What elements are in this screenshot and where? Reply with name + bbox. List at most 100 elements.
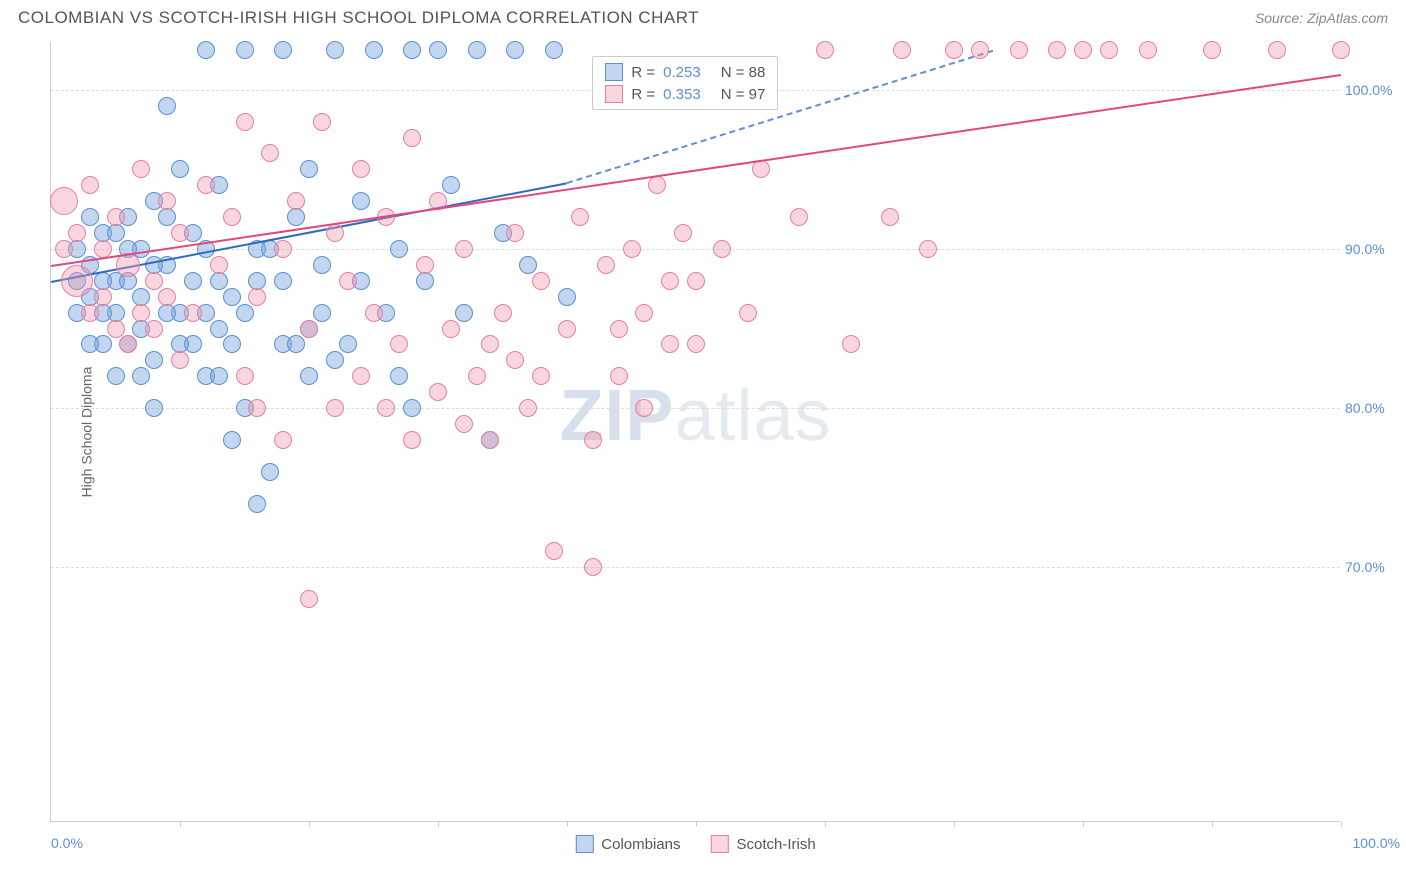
data-point [158, 97, 176, 115]
data-point [455, 240, 473, 258]
bottom-legend: Colombians Scotch-Irish [575, 835, 815, 853]
x-tick [309, 821, 310, 827]
legend-r-label: R = [631, 64, 655, 81]
data-point [403, 399, 421, 417]
data-point [81, 335, 99, 353]
legend-r-value: 0.253 [663, 64, 701, 81]
data-point [545, 542, 563, 560]
data-point [145, 272, 163, 290]
data-point [50, 187, 78, 215]
data-point [571, 208, 589, 226]
data-point [210, 272, 228, 290]
data-point [739, 304, 757, 322]
data-point [635, 304, 653, 322]
data-point [881, 208, 899, 226]
data-point [94, 288, 112, 306]
data-point [236, 41, 254, 59]
legend-n-label: N = 88 [721, 64, 766, 81]
data-point [158, 288, 176, 306]
data-point [197, 41, 215, 59]
data-point [1010, 41, 1028, 59]
grid-line [51, 567, 1340, 568]
data-point [158, 192, 176, 210]
x-tick [1212, 821, 1213, 827]
data-point [481, 431, 499, 449]
legend-swatch [605, 85, 623, 103]
data-point [545, 41, 563, 59]
data-point [623, 240, 641, 258]
correlation-legend: R = 0.253 N = 88 R = 0.353N = 97 [592, 56, 778, 110]
data-point [287, 208, 305, 226]
data-point [416, 256, 434, 274]
data-point [132, 160, 150, 178]
data-point [274, 272, 292, 290]
data-point [403, 431, 421, 449]
data-point [326, 351, 344, 369]
data-point [1268, 41, 1286, 59]
data-point [248, 288, 266, 306]
data-point [519, 399, 537, 417]
y-axis-label: High School Diploma [78, 366, 94, 497]
x-tick [825, 821, 826, 827]
legend-row: R = 0.353N = 97 [593, 83, 777, 105]
data-point [365, 41, 383, 59]
x-axis-min-label: 0.0% [51, 835, 83, 851]
data-point [687, 335, 705, 353]
legend-r-label: R = [631, 86, 655, 103]
chart-title: COLOMBIAN VS SCOTCH-IRISH HIGH SCHOOL DI… [18, 8, 699, 28]
data-point [158, 304, 176, 322]
data-point [107, 224, 125, 242]
data-point [248, 399, 266, 417]
data-point [532, 272, 550, 290]
grid-line [51, 249, 1340, 250]
data-point [610, 320, 628, 338]
data-point [442, 320, 460, 338]
y-tick-label: 100.0% [1345, 82, 1400, 98]
data-point [455, 415, 473, 433]
data-point [313, 256, 331, 274]
data-point [1203, 41, 1221, 59]
data-point [403, 129, 421, 147]
data-point [300, 590, 318, 608]
data-point [61, 265, 93, 297]
bottom-legend-item: Scotch-Irish [711, 835, 816, 853]
watermark-bold: ZIP [559, 376, 674, 456]
data-point [455, 304, 473, 322]
data-point [584, 558, 602, 576]
data-point [687, 272, 705, 290]
data-point [365, 304, 383, 322]
data-point [313, 304, 331, 322]
data-point [236, 113, 254, 131]
x-tick [180, 821, 181, 827]
data-point [300, 367, 318, 385]
data-point [674, 224, 692, 242]
scatter-chart: High School Diploma ZIPatlas 0.0% 100.0%… [50, 42, 1340, 822]
y-tick-label: 80.0% [1345, 400, 1400, 416]
data-point [661, 272, 679, 290]
data-point [661, 335, 679, 353]
legend-swatch [605, 63, 623, 81]
data-point [403, 41, 421, 59]
data-point [648, 176, 666, 194]
data-point [236, 304, 254, 322]
data-point [145, 320, 163, 338]
data-point [481, 335, 499, 353]
data-point [326, 41, 344, 59]
data-point [429, 383, 447, 401]
data-point [468, 367, 486, 385]
watermark-light: atlas [674, 376, 831, 456]
data-point [1332, 41, 1350, 59]
data-point [184, 304, 202, 322]
x-tick [1083, 821, 1084, 827]
data-point [532, 367, 550, 385]
bottom-legend-item: Colombians [575, 835, 680, 853]
data-point [287, 192, 305, 210]
data-point [132, 304, 150, 322]
data-point [519, 256, 537, 274]
data-point [326, 224, 344, 242]
data-point [261, 144, 279, 162]
data-point [610, 367, 628, 385]
data-point [1100, 41, 1118, 59]
data-point [145, 399, 163, 417]
data-point [274, 41, 292, 59]
